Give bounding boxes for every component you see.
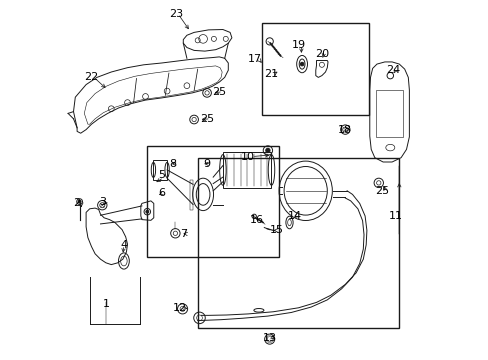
Text: 6: 6 xyxy=(158,188,165,198)
Text: 19: 19 xyxy=(291,40,305,50)
Text: 5: 5 xyxy=(158,170,165,180)
Text: 11: 11 xyxy=(388,211,402,221)
Text: 17: 17 xyxy=(248,54,262,64)
Text: 9: 9 xyxy=(203,159,210,169)
Text: 8: 8 xyxy=(168,159,176,169)
Text: 2: 2 xyxy=(73,198,80,208)
Text: 4: 4 xyxy=(120,240,127,250)
Bar xyxy=(223,152,271,188)
Text: 24: 24 xyxy=(385,65,400,75)
Text: 20: 20 xyxy=(314,49,328,59)
Text: 13: 13 xyxy=(262,333,276,343)
Text: 25: 25 xyxy=(212,87,226,97)
Text: 23: 23 xyxy=(169,9,183,19)
Text: 15: 15 xyxy=(269,225,284,235)
Circle shape xyxy=(265,148,269,153)
Text: 25: 25 xyxy=(199,114,213,124)
Circle shape xyxy=(78,200,81,203)
Bar xyxy=(147,146,278,257)
Circle shape xyxy=(300,62,303,66)
Bar xyxy=(261,23,368,115)
Bar xyxy=(197,158,399,328)
Text: 21: 21 xyxy=(264,69,278,79)
Text: 12: 12 xyxy=(172,303,186,313)
Bar xyxy=(375,90,402,137)
Text: 3: 3 xyxy=(100,197,106,207)
Text: 22: 22 xyxy=(84,72,99,82)
Circle shape xyxy=(145,210,148,213)
Text: 10: 10 xyxy=(241,152,255,162)
Text: 25: 25 xyxy=(374,186,388,196)
Text: 16: 16 xyxy=(249,215,264,225)
Text: 18: 18 xyxy=(338,125,352,135)
Text: 14: 14 xyxy=(287,211,302,221)
Bar xyxy=(153,160,167,180)
Text: 1: 1 xyxy=(102,299,109,309)
Text: 7: 7 xyxy=(180,229,186,239)
